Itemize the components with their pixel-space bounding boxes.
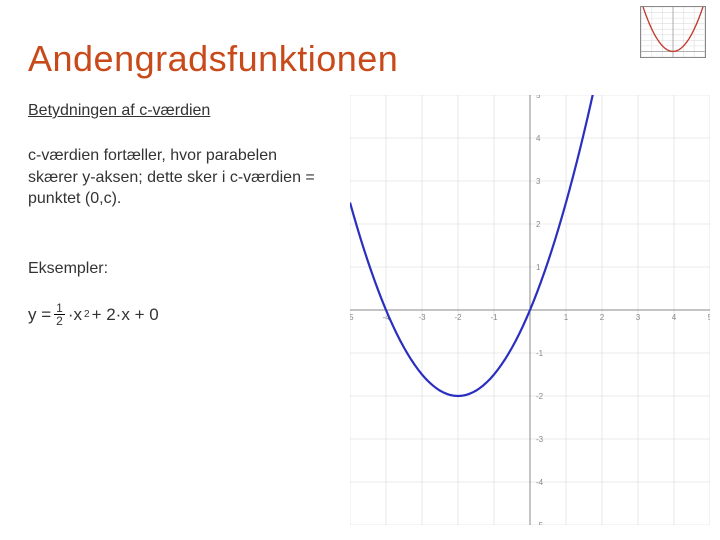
svg-text:5: 5 [536,95,541,100]
fraction: 1 2 [54,302,65,327]
svg-text:-1: -1 [490,313,498,322]
svg-text:-2: -2 [536,392,544,401]
body-paragraph: c-værdien fortæller, hvor parabelen skær… [28,145,328,210]
svg-text:2: 2 [600,313,605,322]
svg-text:-4: -4 [536,478,544,487]
svg-text:2: 2 [536,220,541,229]
equation-mid: ·x [68,305,82,325]
svg-text:-1: -1 [536,349,544,358]
svg-text:4: 4 [536,134,541,143]
equation-exponent: 2 [84,309,90,320]
equation: y = 1 2 ·x2 + 2·x + 0 [28,302,159,327]
svg-text:5: 5 [708,313,710,322]
svg-text:-5: -5 [350,313,354,322]
svg-text:3: 3 [636,313,641,322]
svg-text:-5: -5 [536,521,544,525]
svg-text:-3: -3 [418,313,426,322]
svg-text:4: 4 [672,313,677,322]
page-title: Andengradsfunktionen [28,38,398,80]
svg-text:-2: -2 [454,313,462,322]
thumbnail-parabola [640,6,706,58]
svg-text:3: 3 [536,177,541,186]
svg-text:1: 1 [536,263,541,272]
main-chart: -5-4-3-2-112345-5-4-3-2-112345 [350,95,710,525]
examples-label: Eksempler: [28,260,108,278]
equation-prefix: y = [28,305,51,325]
svg-text:-3: -3 [536,435,544,444]
fraction-denominator: 2 [54,315,65,327]
equation-suffix: + 2·x + 0 [92,305,159,325]
svg-text:1: 1 [564,313,569,322]
section-subtitle: Betydningen af c-værdien [28,102,210,120]
